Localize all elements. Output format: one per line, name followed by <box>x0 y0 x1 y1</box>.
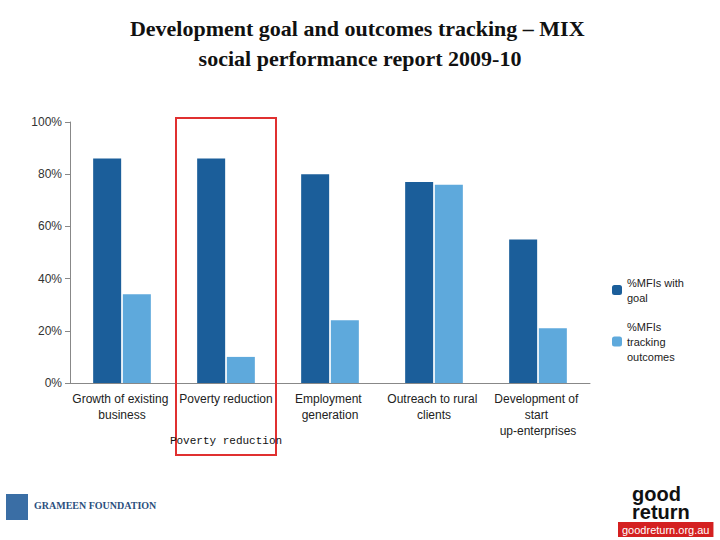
svg-text:business: business <box>98 408 145 422</box>
svg-text:good: good <box>632 483 681 505</box>
svg-text:start: start <box>525 408 552 422</box>
svg-text:%MFIs: %MFIs <box>627 321 664 333</box>
svg-text:Poverty reduction: Poverty reduction <box>179 392 272 406</box>
svg-text:outcomes: outcomes <box>627 351 675 363</box>
svg-text:Poverty reduction: Poverty reduction <box>170 435 282 447</box>
svg-text:Development of: Development of <box>494 392 581 406</box>
svg-text:goal: goal <box>627 292 648 304</box>
svg-text:up-enterprises: up-enterprises <box>500 424 577 438</box>
svg-text:Growth of existing: Growth of existing <box>72 392 171 406</box>
svg-text:0%: 0% <box>45 376 63 390</box>
svg-text:social performance report 2009: social performance report 2009-10 <box>199 46 522 71</box>
svg-text:20%: 20% <box>38 324 62 338</box>
svg-text:40%: 40% <box>38 272 62 286</box>
svg-text:clients: clients <box>417 408 451 422</box>
svg-text:GRAMEEN FOUNDATION: GRAMEEN FOUNDATION <box>34 500 157 511</box>
svg-text:Employment: Employment <box>295 392 365 406</box>
svg-text:return: return <box>632 501 690 523</box>
svg-text:Development goal and outcomes: Development goal and outcomes tracking –… <box>130 16 590 41</box>
svg-text:100%: 100% <box>31 115 62 129</box>
svg-text:tracking: tracking <box>627 336 669 348</box>
svg-text:%MFIs with: %MFIs with <box>627 277 687 289</box>
svg-text:goodreturn.org.au: goodreturn.org.au <box>622 524 709 536</box>
svg-text:generation: generation <box>302 408 359 422</box>
svg-text:60%: 60% <box>38 219 62 233</box>
svg-text:Outreach to rural: Outreach to rural <box>387 392 480 406</box>
svg-text:80%: 80% <box>38 167 62 181</box>
